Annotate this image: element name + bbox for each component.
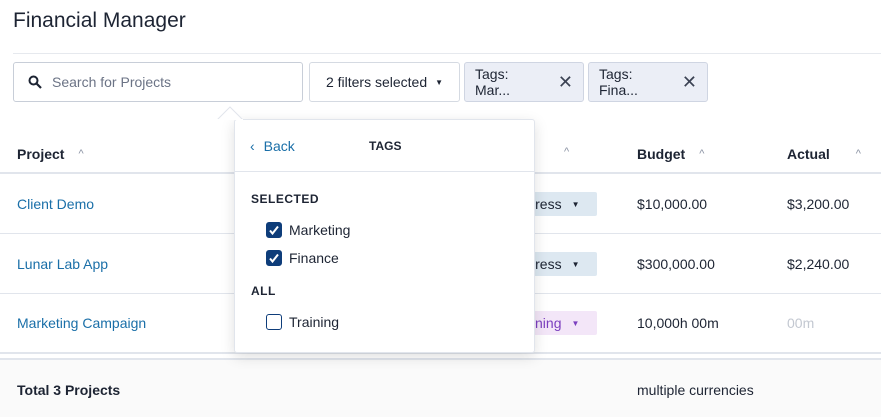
checkbox-finance[interactable]: Finance — [266, 250, 339, 266]
close-icon[interactable]: ✕ — [681, 72, 697, 92]
budget-value: $10,000.00 — [637, 196, 708, 212]
project-link[interactable]: Client Demo — [17, 196, 95, 212]
checkbox-checked-icon[interactable] — [266, 222, 282, 238]
back-label: Back — [263, 138, 295, 154]
search-icon — [28, 75, 42, 89]
header-label: Budget — [637, 146, 686, 162]
total-budget: multiple currencies — [637, 382, 754, 398]
filters-dropdown-button[interactable]: 2 filters selected ▼ — [309, 62, 460, 102]
sort-ascending-icon[interactable]: ^ — [855, 148, 861, 160]
project-link[interactable]: Marketing Campaign — [17, 315, 147, 331]
budget-value: 10,000h 00m — [637, 315, 719, 331]
sort-ascending-icon[interactable]: ^ — [564, 146, 570, 158]
chevron-left-icon: ‹ — [250, 138, 255, 154]
close-icon[interactable]: ✕ — [557, 72, 573, 92]
row-divider — [0, 352, 881, 354]
search-box[interactable] — [13, 62, 303, 102]
chip-label: Tags: Mar... — [475, 66, 511, 98]
caret-down-icon: ▼ — [571, 199, 580, 209]
actual-value: $3,200.00 — [787, 196, 850, 212]
page-title: Financial Manager — [13, 9, 186, 32]
checkbox-label: Training — [289, 314, 340, 330]
search-input[interactable] — [52, 74, 272, 90]
popup-divider — [235, 171, 534, 172]
chip-label: Tags: Fina... — [599, 66, 638, 98]
column-header-actual[interactable]: Actual ^ — [787, 146, 861, 162]
filter-chip[interactable]: Tags: Mar... ✕ — [464, 62, 584, 102]
sort-ascending-icon[interactable]: ^ — [78, 148, 84, 160]
header-label: Project — [17, 146, 65, 162]
total-divider — [0, 358, 881, 360]
column-header-status[interactable]: ^ — [490, 146, 569, 158]
column-header-budget[interactable]: Budget ^ — [637, 146, 704, 162]
checkbox-marketing[interactable]: Marketing — [266, 222, 350, 238]
project-link[interactable]: Lunar Lab App — [17, 256, 109, 272]
popup-title: TAGS — [369, 139, 402, 153]
section-heading-selected: SELECTED — [251, 192, 320, 206]
checkbox-label: Finance — [289, 250, 339, 266]
header-label: Actual — [787, 146, 830, 162]
caret-down-icon: ▼ — [571, 318, 580, 328]
sort-ascending-icon[interactable]: ^ — [699, 148, 705, 160]
caret-down-icon: ▼ — [435, 77, 444, 87]
actual-value: $2,240.00 — [787, 256, 850, 272]
caret-down-icon: ▼ — [571, 259, 580, 269]
tags-filter-popup: ‹ Back TAGS SELECTED Marketing Finance AL… — [234, 119, 535, 353]
budget-value: $300,000.00 — [637, 256, 715, 272]
filter-chip[interactable]: Tags: Fina... ✕ — [588, 62, 708, 102]
checkbox-label: Marketing — [289, 222, 351, 238]
divider — [13, 53, 881, 54]
section-heading-all: ALL — [251, 284, 276, 298]
checkbox-checked-icon[interactable] — [266, 250, 282, 266]
popup-pointer — [217, 106, 243, 120]
total-row: Total 3 Projects multiple currencies — [0, 360, 881, 417]
filters-label: 2 filters selected — [325, 74, 428, 90]
checkbox-training[interactable]: Training — [266, 314, 339, 330]
checkbox-unchecked-icon[interactable] — [266, 314, 282, 330]
column-header-project[interactable]: Project ^ — [17, 146, 84, 162]
actual-value: 00m — [787, 315, 815, 331]
total-label: Total 3 Projects — [17, 382, 121, 398]
back-button[interactable]: ‹ Back — [250, 138, 295, 154]
